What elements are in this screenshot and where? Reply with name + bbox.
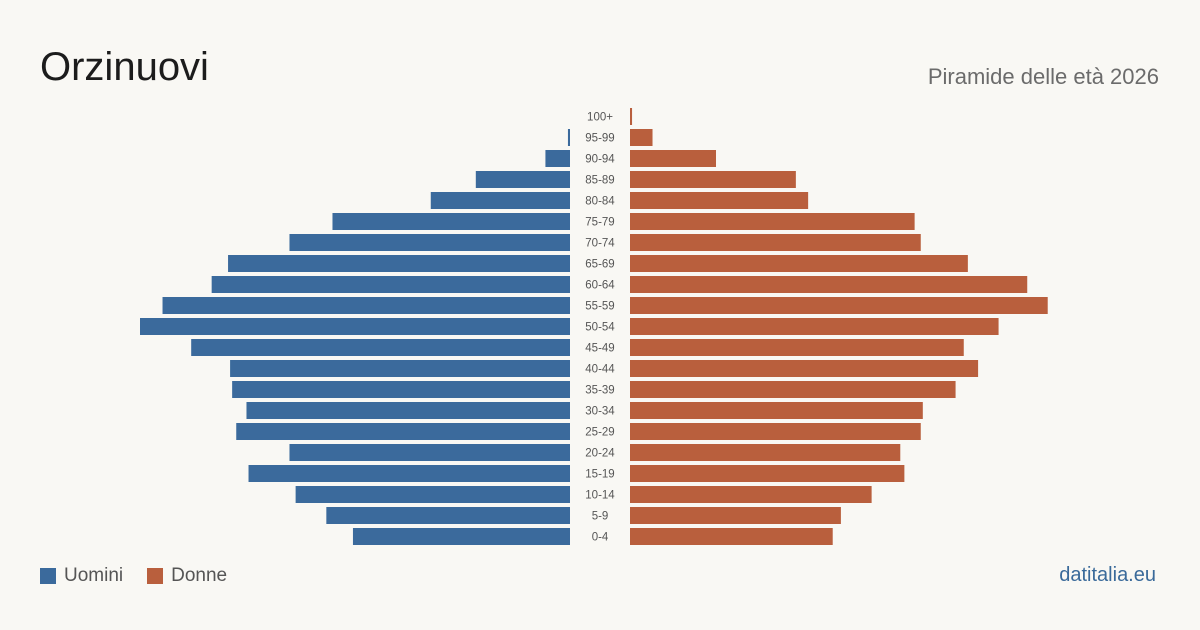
bar-women-50-54 bbox=[630, 318, 999, 335]
source-link[interactable]: datitalia.eu bbox=[1059, 564, 1156, 586]
chart-subtitle: Piramide delle età 2026 bbox=[927, 64, 1159, 89]
bar-women-35-39 bbox=[630, 381, 956, 398]
bar-women-20-24 bbox=[630, 444, 901, 461]
age-group-label: 90-94 bbox=[585, 154, 615, 166]
bar-men-95-99 bbox=[567, 129, 570, 146]
legend-label-men: Uomini bbox=[64, 565, 124, 586]
age-group-label: 30-34 bbox=[585, 406, 615, 418]
chart-title: Orzinuovi bbox=[40, 45, 209, 89]
legend-label-women: Donne bbox=[171, 565, 228, 586]
bar-men-25-29 bbox=[236, 423, 570, 440]
bar-women-60-64 bbox=[630, 276, 1028, 293]
bar-women-75-79 bbox=[630, 213, 915, 230]
age-group-label: 10-14 bbox=[585, 490, 615, 502]
bar-men-30-34 bbox=[246, 402, 570, 419]
age-group-label: 50-54 bbox=[585, 322, 615, 334]
age-group-label: 20-24 bbox=[585, 448, 615, 460]
bar-men-90-94 bbox=[545, 150, 570, 167]
bar-men-10-14 bbox=[295, 486, 570, 503]
bar-men-35-39 bbox=[232, 381, 570, 398]
age-group-label: 100+ bbox=[587, 112, 613, 124]
bar-women-10-14 bbox=[630, 486, 872, 503]
bar-women-80-84 bbox=[630, 192, 809, 209]
bar-women-70-74 bbox=[630, 234, 921, 251]
age-group-label: 40-44 bbox=[585, 364, 615, 376]
age-group-label: 0-4 bbox=[592, 532, 609, 544]
bar-men-15-19 bbox=[248, 465, 570, 482]
bar-men-20-24 bbox=[289, 444, 570, 461]
bar-women-85-89 bbox=[630, 171, 796, 188]
age-group-label: 60-64 bbox=[585, 280, 615, 292]
bar-men-75-79 bbox=[332, 213, 570, 230]
bar-women-45-49 bbox=[630, 339, 964, 356]
age-group-label: 85-89 bbox=[585, 175, 614, 187]
bar-men-85-89 bbox=[475, 171, 570, 188]
age-group-label: 5-9 bbox=[592, 511, 609, 523]
legend-item-men: Uomini bbox=[40, 565, 123, 587]
bar-women-40-44 bbox=[630, 360, 979, 377]
bar-women-55-59 bbox=[630, 297, 1048, 314]
bar-men-0-4 bbox=[352, 528, 570, 545]
age-group-label: 45-49 bbox=[585, 343, 614, 355]
bar-women-100plus bbox=[630, 108, 633, 125]
bar-women-0-4 bbox=[630, 528, 833, 545]
bar-women-25-29 bbox=[630, 423, 921, 440]
bar-women-65-69 bbox=[630, 255, 968, 272]
bar-women-95-99 bbox=[630, 129, 653, 146]
bar-men-5-9 bbox=[326, 507, 570, 524]
age-group-label: 70-74 bbox=[585, 238, 615, 250]
age-group-label: 75-79 bbox=[585, 217, 614, 229]
bar-women-90-94 bbox=[630, 150, 716, 167]
legend-swatch-women bbox=[147, 568, 164, 584]
age-group-label: 35-39 bbox=[585, 385, 614, 397]
age-group-label: 65-69 bbox=[585, 259, 614, 271]
age-group-label: 15-19 bbox=[585, 469, 614, 481]
bar-men-70-74 bbox=[289, 234, 570, 251]
legend-swatch-men bbox=[40, 568, 56, 584]
bar-men-55-59 bbox=[162, 297, 570, 314]
bar-men-65-69 bbox=[228, 255, 571, 272]
bar-women-30-34 bbox=[630, 402, 923, 419]
bar-women-15-19 bbox=[630, 465, 905, 482]
bar-men-40-44 bbox=[230, 360, 570, 377]
bar-men-45-49 bbox=[191, 339, 570, 356]
age-group-label: 55-59 bbox=[585, 301, 614, 313]
bar-men-50-54 bbox=[140, 318, 570, 335]
bar-men-80-84 bbox=[430, 192, 570, 209]
bar-men-60-64 bbox=[211, 276, 570, 293]
bar-women-5-9 bbox=[630, 507, 841, 524]
age-group-label: 95-99 bbox=[585, 133, 614, 145]
legend-item-women: Donne bbox=[147, 565, 227, 587]
age-group-label: 25-29 bbox=[585, 427, 614, 439]
legend: Uomini Donne bbox=[40, 565, 251, 587]
age-group-label: 80-84 bbox=[585, 196, 615, 208]
